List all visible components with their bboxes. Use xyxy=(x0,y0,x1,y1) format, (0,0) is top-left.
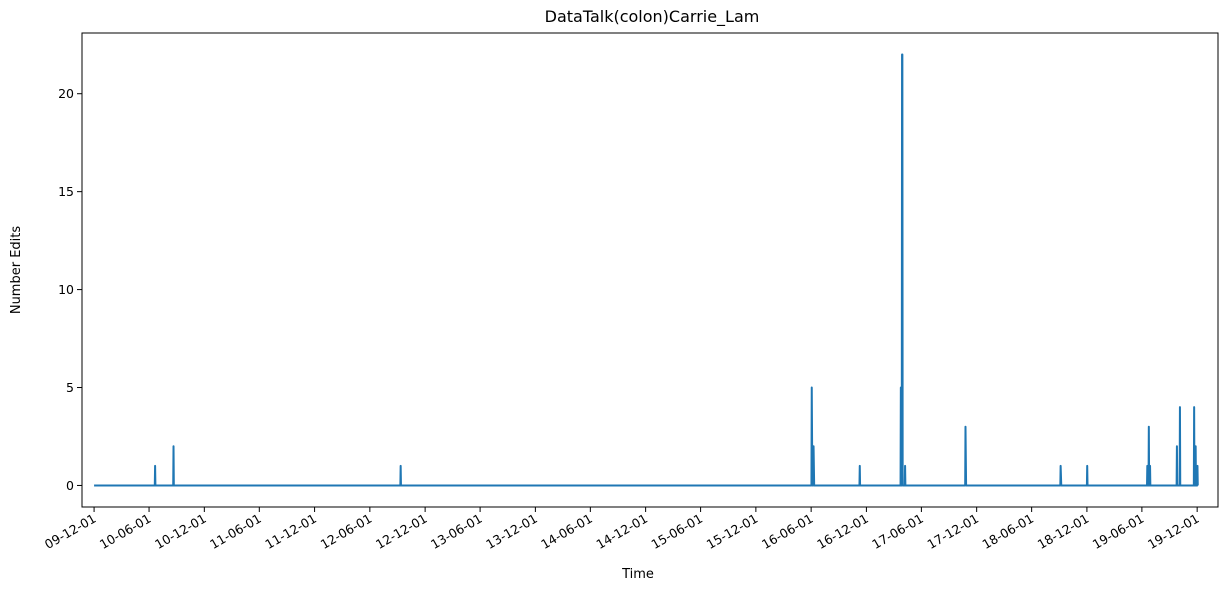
y-tick-label: 15 xyxy=(58,184,74,199)
y-axis-label: Number Edits xyxy=(9,226,24,315)
x-tick-label: 17-06-01 xyxy=(869,511,926,552)
plot-frame xyxy=(81,32,1219,508)
chart-title: DataTalk(colon)Carrie_Lam xyxy=(545,7,760,27)
x-tick-label: 18-06-01 xyxy=(979,511,1036,552)
x-tick-label: 10-06-01 xyxy=(97,511,154,552)
x-tick-label: 19-06-01 xyxy=(1090,511,1147,552)
x-tick-label: 15-06-01 xyxy=(648,511,705,552)
x-tick-label: 19-12-01 xyxy=(1145,511,1202,552)
x-tick-label: 13-12-01 xyxy=(483,511,540,552)
x-tick-label: 11-12-01 xyxy=(262,511,319,552)
x-axis-label: Time xyxy=(621,567,654,582)
x-tick-label: 09-12-01 xyxy=(42,511,99,552)
x-tick-label: 16-12-01 xyxy=(814,511,871,552)
y-tick-label: 5 xyxy=(66,380,74,395)
y-axis: 0 5 10 15 20 xyxy=(58,86,82,493)
y-tick-label: 20 xyxy=(58,86,74,101)
x-tick-label: 12-06-01 xyxy=(318,511,375,552)
x-tick-label: 13-06-01 xyxy=(428,511,485,552)
y-tick-label: 0 xyxy=(66,478,74,493)
series-layer xyxy=(94,53,1199,487)
x-tick-label: 15-12-01 xyxy=(704,511,761,552)
x-tick-label: 11-06-01 xyxy=(207,511,264,552)
x-tick-label: 18-12-01 xyxy=(1035,511,1092,552)
series-line xyxy=(94,53,1199,487)
x-axis: 09-12-0110-06-0110-12-0111-06-0111-12-01… xyxy=(42,507,1202,552)
y-tick-label: 10 xyxy=(58,282,74,297)
x-tick-label: 10-12-01 xyxy=(152,511,209,552)
x-tick-label: 14-12-01 xyxy=(593,511,650,552)
x-tick-label: 14-06-01 xyxy=(538,511,595,552)
x-tick-label: 16-06-01 xyxy=(759,511,816,552)
x-tick-label: 12-12-01 xyxy=(373,511,430,552)
x-tick-label: 17-12-01 xyxy=(925,511,982,552)
